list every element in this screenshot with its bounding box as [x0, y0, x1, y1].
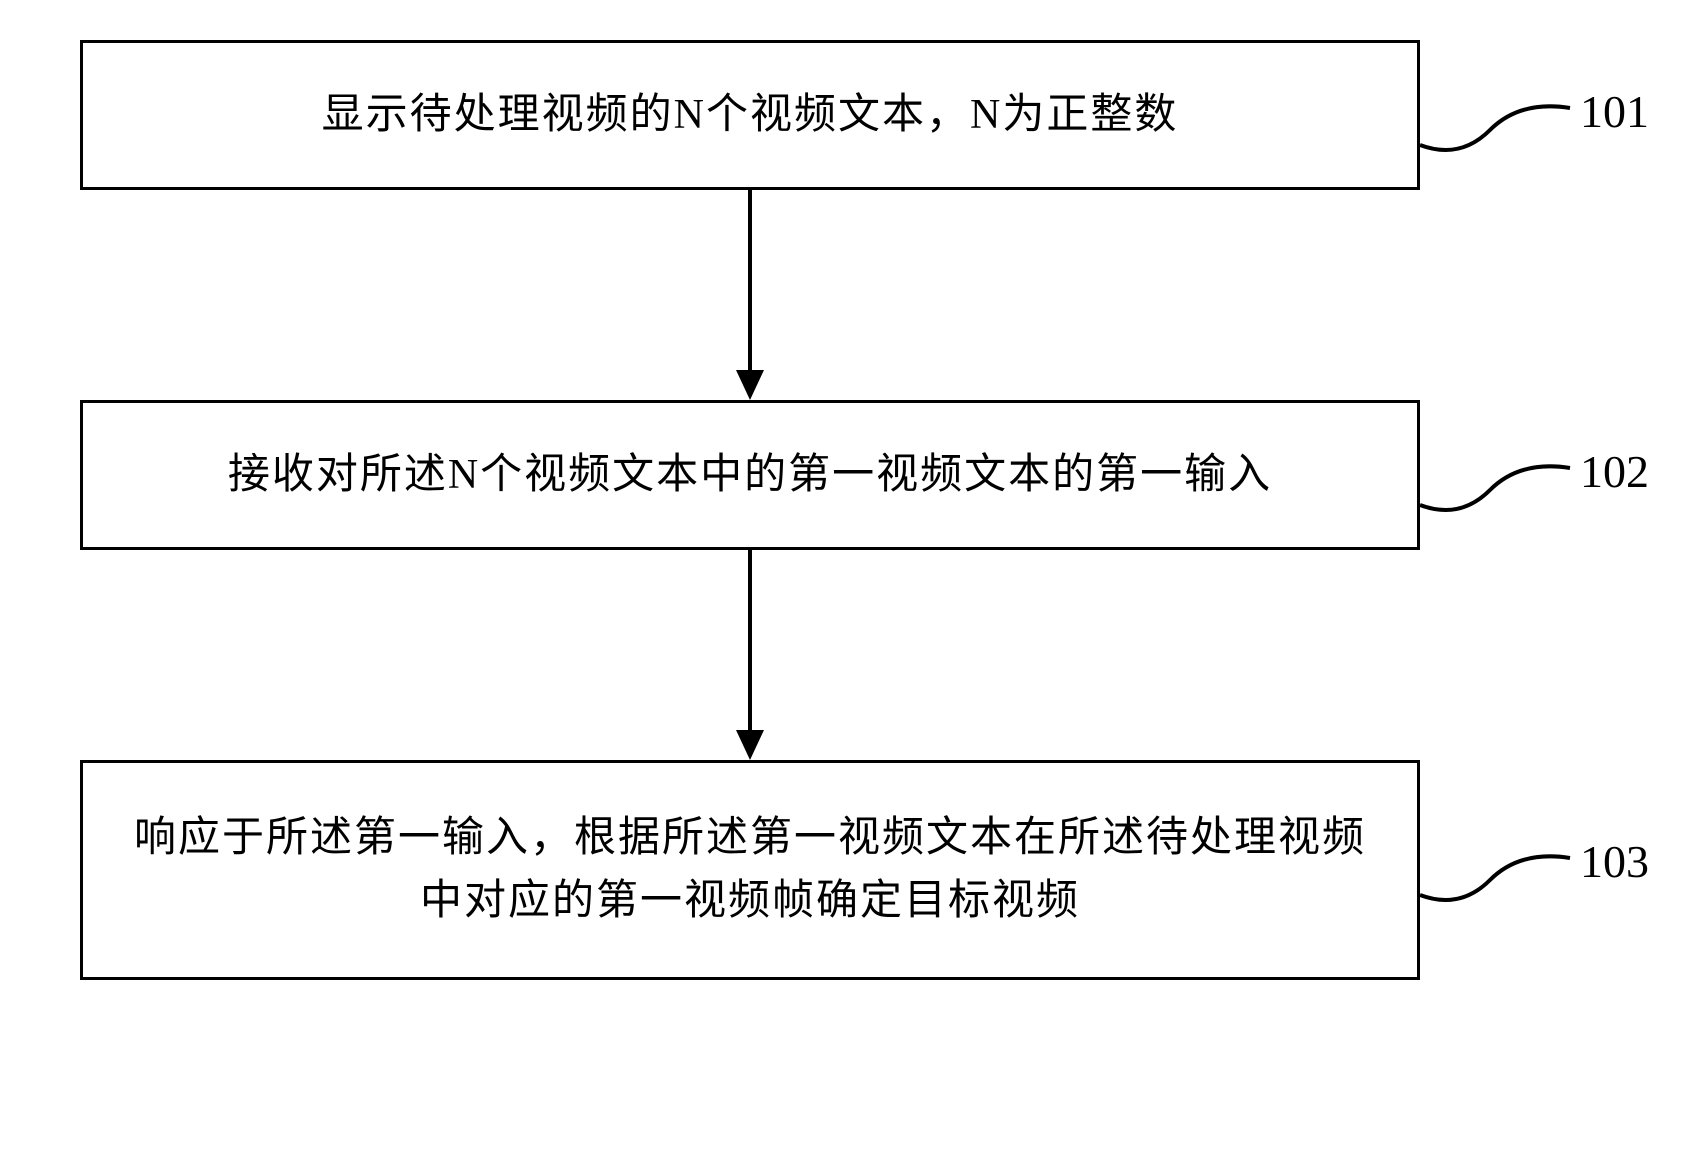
flow-arrow-1: [730, 190, 770, 400]
flow-step-2-label: 102: [1580, 445, 1649, 498]
flow-step-2: 接收对所述N个视频文本中的第一视频文本的第一输入: [80, 400, 1420, 550]
flow-step-1-label: 101: [1580, 85, 1649, 138]
flow-step-1-text: 显示待处理视频的N个视频文本，N为正整数: [322, 84, 1179, 147]
connector-curve-2: [1420, 450, 1590, 530]
flow-step-3-label: 103: [1580, 835, 1649, 888]
flow-arrow-2: [730, 550, 770, 760]
flow-step-3-text: 响应于所述第一输入，根据所述第一视频文本在所述待处理视频中对应的第一视频帧确定目…: [123, 807, 1377, 933]
connector-curve-1: [1420, 90, 1590, 170]
connector-curve-3: [1420, 840, 1590, 920]
flow-step-3: 响应于所述第一输入，根据所述第一视频文本在所述待处理视频中对应的第一视频帧确定目…: [80, 760, 1420, 980]
flow-step-2-text: 接收对所述N个视频文本中的第一视频文本的第一输入: [228, 444, 1272, 507]
flow-step-1: 显示待处理视频的N个视频文本，N为正整数: [80, 40, 1420, 190]
